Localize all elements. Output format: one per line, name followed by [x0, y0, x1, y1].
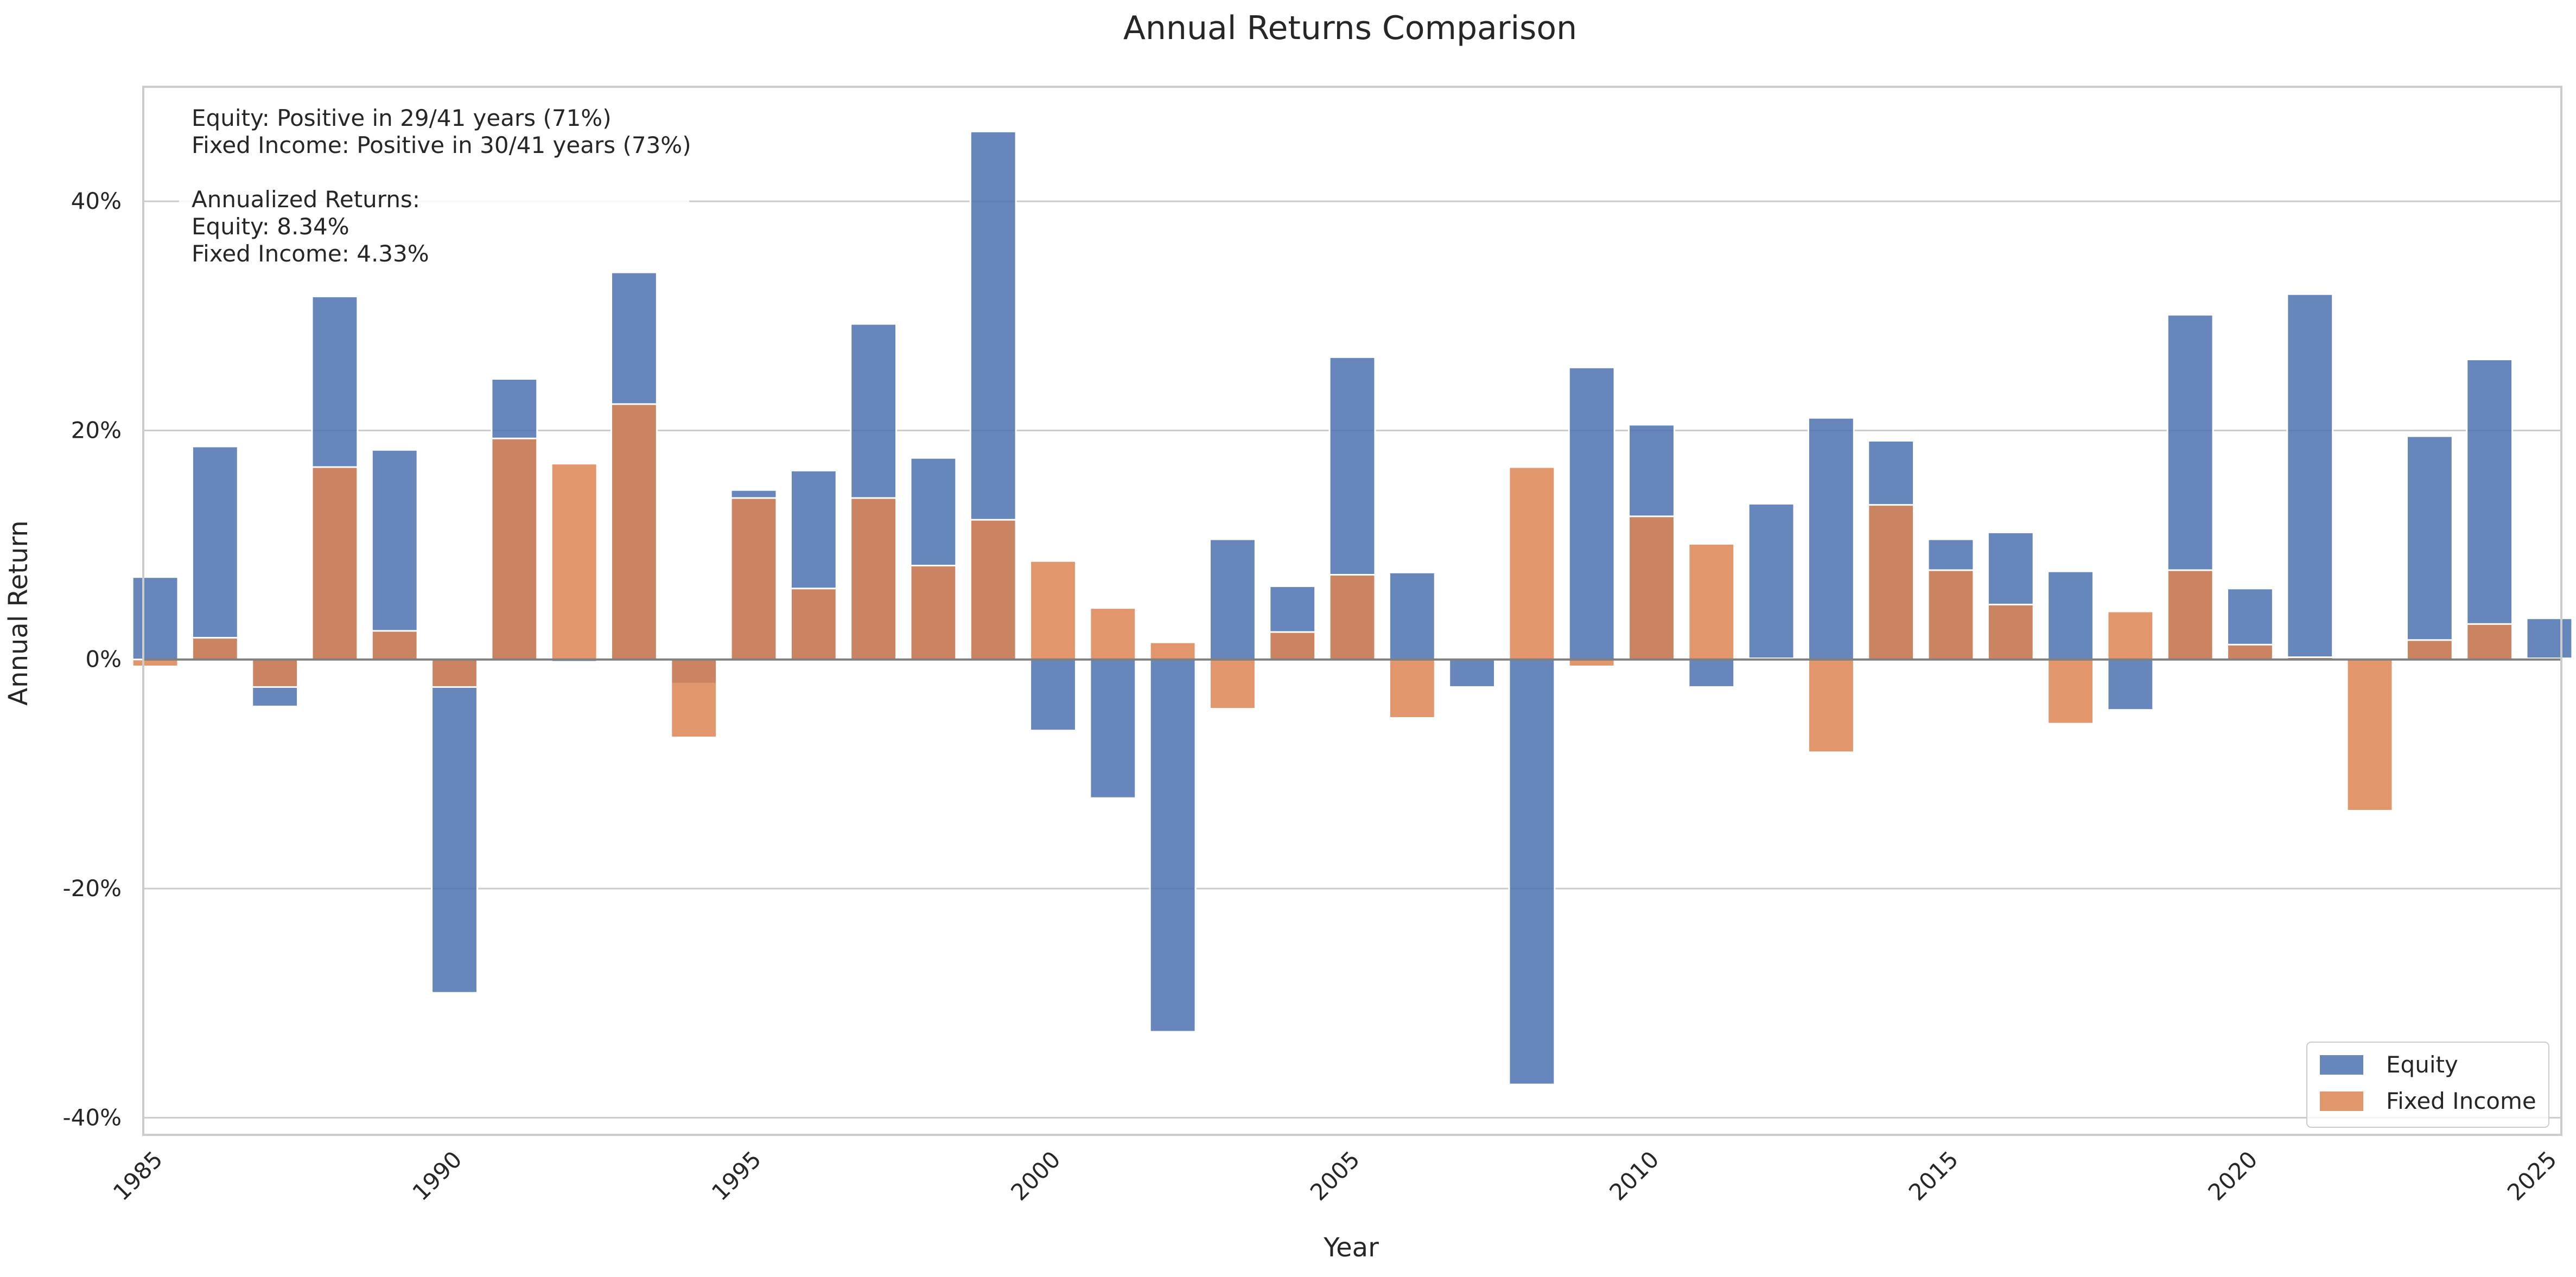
- plot-border: [142, 86, 2562, 1136]
- fixed-income-bar: [371, 630, 418, 661]
- equity-bar: [2466, 359, 2514, 661]
- legend-box: [2306, 1042, 2549, 1128]
- fixed-income-bar: [909, 565, 957, 661]
- y-tick-label: 20%: [71, 417, 122, 443]
- equity-bar: [371, 449, 418, 661]
- fixed-income-bar: [2047, 659, 2094, 725]
- stats-annotation: Equity: Positive in 29/41 years (71%)Fix…: [179, 100, 691, 267]
- y-tick-label: -20%: [62, 875, 122, 902]
- fixed-income-bar: [431, 659, 478, 688]
- bars: [131, 130, 2573, 1086]
- y-tick-labels: 40% 20% 0% -20% -40%: [62, 188, 122, 1131]
- equity-bar: [2526, 617, 2573, 661]
- equity-bar: [131, 576, 179, 661]
- fixed-income-bar: [2166, 569, 2214, 661]
- annotation-line: Fixed Income: 4.33%: [192, 240, 429, 267]
- equity-bar: [431, 659, 478, 994]
- annotation-box: [179, 100, 689, 266]
- equity-bar: [1568, 366, 1615, 661]
- fixed-income-bar: [790, 588, 837, 661]
- y-tick-label: 0%: [85, 646, 122, 673]
- fixed-income-bar: [251, 659, 299, 688]
- y-tick-label: 40%: [71, 188, 122, 214]
- fixed-income-bar: [1388, 659, 1436, 719]
- equity-bar: [1688, 659, 1735, 688]
- fixed-income-bar: [1328, 573, 1376, 661]
- fixed-income-bar: [2107, 610, 2154, 661]
- fixed-income-bar: [1149, 641, 1197, 661]
- equity-bar: [1029, 659, 1077, 732]
- equity-bar: [2286, 293, 2334, 661]
- annotation-line: Equity: 8.34%: [192, 213, 349, 240]
- equity-bar: [191, 445, 239, 661]
- fixed-income-bar: [1688, 542, 1735, 661]
- fixed-income-bar: [1209, 659, 1256, 710]
- fixed-income-bar: [191, 637, 239, 661]
- equity-bar: [2047, 570, 2094, 661]
- legend-label-equity: Equity: [2386, 1051, 2458, 1078]
- fixed-income-bar: [1628, 515, 1675, 661]
- fixed-income-bar: [610, 403, 658, 661]
- fixed-income-bar: [2227, 643, 2274, 661]
- equity-bar: [1149, 659, 1197, 1033]
- fixed-income-bar: [2466, 623, 2514, 661]
- fixed-income-bar: [1927, 569, 1975, 661]
- fixed-income-bar: [1029, 560, 1077, 661]
- fixed-income-bar: [969, 519, 1017, 661]
- fixed-income-bar: [2406, 639, 2453, 661]
- equity-bar: [2406, 435, 2453, 661]
- fixed-income-bar: [1807, 659, 1855, 754]
- plot-frame: [142, 86, 2562, 1136]
- equity-bar: [1508, 659, 1556, 1086]
- annotation-line: Fixed Income: Positive in 30/41 years (7…: [192, 132, 691, 158]
- y-axis-label: Annual Return: [3, 520, 34, 705]
- fixed-income-bar: [670, 659, 718, 738]
- fixed-income-bar: [1508, 466, 1556, 661]
- legend-swatch-fixed-income: [2320, 1091, 2363, 1111]
- equity-bar: [2107, 659, 2154, 711]
- equity-bar: [1747, 503, 1795, 661]
- legend-label-fixed-income: Fixed Income: [2386, 1088, 2536, 1114]
- equity-bar: [1388, 571, 1436, 661]
- x-axis-label: Year: [1323, 1233, 1379, 1263]
- fixed-income-bar: [2346, 659, 2394, 812]
- fixed-income-bar: [550, 463, 598, 661]
- fixed-income-bar: [311, 466, 359, 661]
- fixed-income-bar: [730, 497, 778, 661]
- fixed-income-bar: [1867, 504, 1915, 661]
- equity-bar: [1448, 659, 1496, 688]
- chart-title: Annual Returns Comparison: [1123, 9, 1577, 47]
- fixed-income-bar: [1987, 603, 2034, 661]
- y-tick-label: -40%: [62, 1104, 122, 1131]
- equity-bar: [1209, 538, 1256, 661]
- equity-bar: [1089, 659, 1137, 799]
- fixed-income-bar: [1089, 607, 1137, 661]
- legend-swatch-equity: [2320, 1055, 2363, 1075]
- fixed-income-bar: [1269, 631, 1316, 661]
- fixed-income-bar: [491, 437, 538, 661]
- annotation-line: Annualized Returns:: [192, 186, 420, 213]
- legend: Equity Fixed Income: [2306, 1042, 2549, 1128]
- equity-bar: [1807, 417, 1855, 661]
- fixed-income-bar: [850, 497, 898, 661]
- annotation-line: Equity: Positive in 29/41 years (71%): [192, 105, 612, 131]
